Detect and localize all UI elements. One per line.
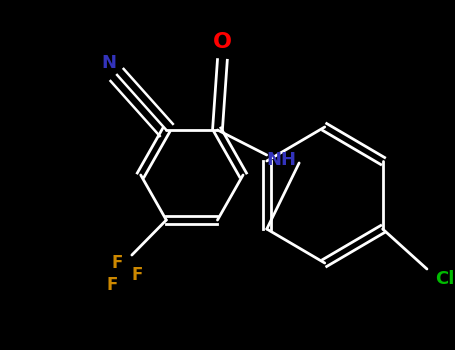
Text: F: F [106,276,118,294]
Text: Cl: Cl [435,270,455,288]
Text: O: O [213,32,232,52]
Text: F: F [111,254,123,272]
Text: N: N [102,54,117,72]
Text: F: F [131,266,142,284]
Text: NH: NH [267,151,296,169]
